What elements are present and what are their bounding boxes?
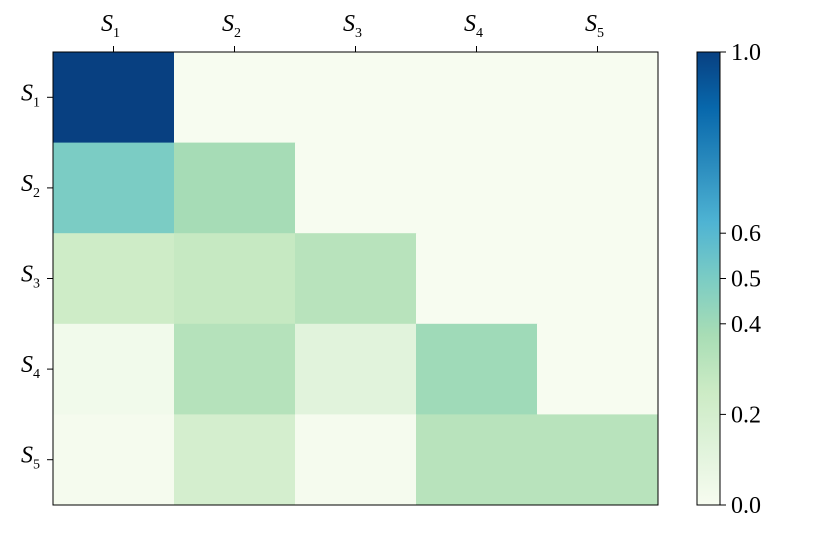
y-tick-label: S3: [21, 262, 40, 292]
heatmap-cell: [416, 323, 538, 415]
heatmap-cell: [416, 52, 538, 144]
y-tick-label: S5: [21, 443, 40, 473]
colorbar-tick-label: 0.0: [731, 493, 761, 519]
heatmap-cell: [416, 142, 538, 234]
heatmap-cell: [53, 142, 175, 234]
colorbar-tick-label: 0.6: [731, 221, 761, 247]
colorbar-tick-label: 0.5: [731, 267, 761, 293]
heatmap-cell: [537, 414, 659, 506]
heatmap-cell: [537, 323, 659, 415]
x-tick-label: S1: [101, 11, 120, 41]
y-tick-label: S4: [21, 352, 40, 382]
colorbar-tick-label: 0.4: [731, 312, 761, 338]
colorbar-tick-label: 1.0: [731, 40, 761, 66]
y-tick-label: S1: [21, 80, 40, 110]
heatmap-cell: [537, 142, 659, 234]
heatmap-cell: [174, 142, 296, 234]
colorbar-tick-label: 0.2: [731, 402, 761, 428]
heatmap-cell: [53, 52, 175, 144]
heatmap-cell: [53, 323, 175, 415]
x-axis-ticks: S1 S2 S3 S4 S5: [101, 11, 604, 52]
heatmap-cell: [295, 52, 417, 144]
heatmap-cell: [295, 414, 417, 506]
heatmap-cell: [416, 414, 538, 506]
heatmap-cells: [53, 52, 659, 506]
heatmap-cell: [295, 142, 417, 234]
heatmap-cell: [537, 52, 659, 144]
heatmap-cell: [537, 233, 659, 325]
x-tick-label: S3: [343, 11, 362, 41]
x-tick-label: S4: [464, 11, 483, 41]
heatmap-cell: [53, 233, 175, 325]
colorbar: [696, 51, 721, 506]
heatmap-cell: [416, 233, 538, 325]
heatmap-cell: [174, 52, 296, 144]
colorbar-ticks: 0.0 0.2 0.4 0.5 0.6 1.0: [720, 40, 761, 519]
heatmap-cell: [295, 323, 417, 415]
y-tick-label: S2: [21, 171, 40, 201]
heatmap-cell: [53, 414, 175, 506]
y-axis-ticks: S1 S2 S3 S4 S5: [21, 80, 53, 473]
heatmap-cell: [174, 414, 296, 506]
heatmap-cell: [174, 323, 296, 415]
heatmap-cell: [295, 233, 417, 325]
heatmap-cell: [174, 233, 296, 325]
x-tick-label: S2: [222, 11, 241, 41]
x-tick-label: S5: [585, 11, 604, 41]
